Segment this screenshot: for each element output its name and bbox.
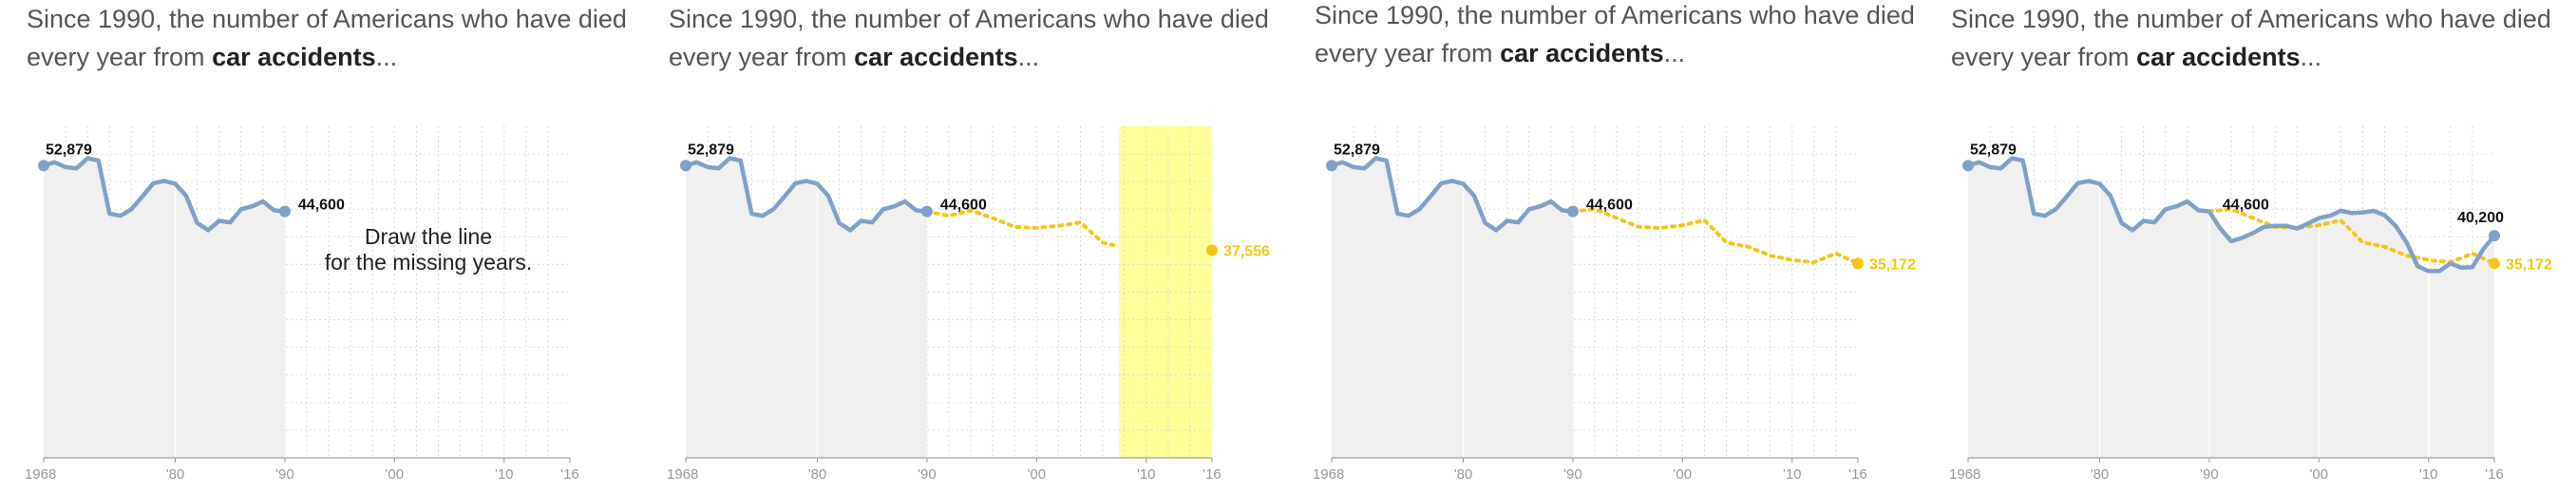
question-heading: Since 1990, the number of Americans who …	[1951, 0, 2559, 76]
line-chart[interactable]: 1968 '80 '90 '00 '10 '16 37,556 52,879 44,600	[667, 0, 1277, 492]
start-point	[38, 160, 49, 172]
value-label: 52,879	[1334, 142, 1380, 158]
value-label: 40,200	[2457, 210, 2504, 226]
guess-end-point	[2489, 257, 2500, 270]
x-tick-label: '90	[275, 466, 294, 483]
guess-end-point	[1206, 244, 1218, 256]
line-chart[interactable]: 1968 '80 '90 '00 '10 '16 52,879 44,600	[25, 0, 635, 492]
x-tick-label: '10	[2419, 466, 2438, 483]
area-under-line	[1332, 158, 1573, 458]
x-tick-label: '80	[1454, 466, 1473, 483]
value-label: 44,600	[1586, 198, 1633, 214]
guess-end-point	[1852, 257, 1864, 270]
guess-line	[1570, 207, 1860, 266]
actual-line	[683, 156, 930, 233]
question-heading: Since 1990, the number of Americans who …	[27, 0, 635, 76]
question-text: Since 1990, the number of Americans who …	[27, 5, 627, 71]
start-point	[1326, 160, 1337, 172]
draw-instruction-line-2: for the missing years.	[324, 250, 533, 274]
question-ellipsis: ...	[1663, 39, 1686, 67]
actual-line	[41, 156, 288, 233]
question-ellipsis: ...	[375, 43, 398, 71]
x-tick-label: 1968	[667, 466, 698, 483]
x-tick-label: '10	[495, 466, 514, 483]
x-tick-label: '90	[2200, 466, 2219, 483]
value-label: 44,600	[298, 198, 345, 214]
value-label: 44,600	[2223, 198, 2269, 214]
chart-panel-3: Since 1990, the number of Americans who …	[1313, 0, 1923, 492]
question-text: Since 1990, the number of Americans who …	[669, 5, 1269, 71]
x-tick-label: '80	[808, 466, 827, 483]
chart-panel-2: Since 1990, the number of Americans who …	[667, 0, 1277, 492]
x-tick-label: 1968	[1949, 466, 1980, 483]
end-point	[2489, 230, 2500, 242]
value-label: 52,879	[46, 142, 92, 158]
actual-line	[1965, 156, 2497, 274]
line-chart[interactable]: 1968 '80 '90 '00 '10 '16 35,172 52,879 44,600	[1313, 0, 1923, 492]
x-tick-label: '00	[2310, 466, 2329, 483]
question-ellipsis: ...	[2300, 43, 2322, 71]
x-tick-label: '80	[166, 466, 185, 483]
guess-line	[924, 208, 1116, 248]
question-topic: car accidents	[212, 43, 376, 71]
x-tick-label: '00	[1674, 466, 1693, 483]
x-tick-label: '10	[1137, 466, 1156, 483]
question-text: Since 1990, the number of Americans who …	[1951, 5, 2551, 71]
question-text: Since 1990, the number of Americans who …	[1315, 1, 1915, 67]
actual-line	[1329, 156, 1576, 233]
question-heading: Since 1990, the number of Americans who …	[669, 0, 1277, 76]
question-topic: car accidents	[854, 43, 1018, 71]
guess-value-label: 35,172	[1869, 256, 1916, 273]
start-point	[1962, 160, 1974, 172]
end-point	[920, 205, 933, 218]
question-topic: car accidents	[2136, 43, 2301, 71]
area-under-line	[44, 158, 285, 458]
x-tick-label: '00	[1028, 466, 1047, 483]
x-tick-label: '10	[1783, 466, 1802, 483]
x-tick-label: '16	[1848, 466, 1867, 483]
x-tick-label: 1968	[1313, 466, 1344, 483]
x-tick-label: '80	[2091, 466, 2110, 483]
value-label: 52,879	[688, 142, 734, 158]
value-label: 44,600	[940, 198, 987, 214]
chart-panel-1: Since 1990, the number of Americans who …	[25, 0, 635, 492]
x-tick-label: 1968	[25, 466, 56, 483]
chart-panel-4: Since 1990, the number of Americans who …	[1949, 0, 2559, 492]
x-tick-label: '16	[1203, 466, 1222, 483]
guess-value-label: 37,556	[1223, 244, 1270, 260]
x-tick-label: '00	[386, 466, 405, 483]
guess-value-label: 35,172	[2506, 256, 2552, 273]
guess-line	[2207, 207, 2496, 266]
question-topic: car accidents	[1500, 39, 1664, 67]
question-heading: Since 1990, the number of Americans who …	[1315, 0, 1923, 72]
area-under-line	[686, 158, 927, 458]
x-tick-label: '16	[560, 466, 579, 483]
line-chart[interactable]: 1968 '80 '90 '00 '10 '16 35,172 52,879 44,600 40,…	[1949, 0, 2559, 492]
x-tick-label: '90	[1563, 466, 1582, 483]
x-tick-label: '16	[2485, 466, 2504, 483]
value-label: 52,879	[1970, 142, 2017, 158]
start-point	[680, 160, 691, 172]
drawing-area-highlight	[1118, 126, 1212, 458]
question-ellipsis: ...	[1017, 43, 1040, 71]
end-point	[1566, 205, 1579, 218]
draw-instruction-line-1: Draw the line	[364, 224, 493, 249]
draw-instruction: Draw the line for the missing years.	[286, 224, 571, 275]
x-tick-label: '90	[918, 466, 937, 483]
end-point	[278, 205, 291, 218]
